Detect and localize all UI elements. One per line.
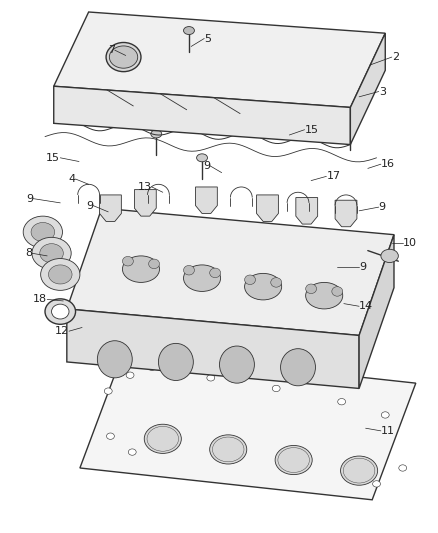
Ellipse shape <box>183 27 194 35</box>
Ellipse shape <box>305 284 316 294</box>
Text: 18: 18 <box>33 294 47 304</box>
Text: 9: 9 <box>358 262 365 271</box>
Ellipse shape <box>23 216 62 248</box>
Ellipse shape <box>150 130 161 138</box>
Text: 7: 7 <box>107 45 115 55</box>
Text: 15: 15 <box>46 153 60 163</box>
Ellipse shape <box>196 154 207 162</box>
Text: 9: 9 <box>86 200 93 211</box>
Ellipse shape <box>144 424 181 454</box>
Text: 15: 15 <box>304 125 318 135</box>
Text: 8: 8 <box>25 248 32 259</box>
Ellipse shape <box>45 299 75 324</box>
Ellipse shape <box>109 46 138 68</box>
Ellipse shape <box>158 343 193 381</box>
Ellipse shape <box>244 273 281 300</box>
Ellipse shape <box>398 465 406 471</box>
Ellipse shape <box>122 256 159 282</box>
Polygon shape <box>53 12 385 108</box>
Ellipse shape <box>97 341 132 378</box>
Ellipse shape <box>122 256 133 266</box>
Text: 16: 16 <box>380 159 394 169</box>
Ellipse shape <box>48 265 72 284</box>
Ellipse shape <box>183 265 194 275</box>
Text: 10: 10 <box>402 238 416 248</box>
Text: 13: 13 <box>138 182 152 192</box>
Ellipse shape <box>126 372 134 378</box>
Text: 9: 9 <box>26 193 33 204</box>
Polygon shape <box>256 195 278 221</box>
Polygon shape <box>350 33 385 144</box>
Ellipse shape <box>148 259 159 269</box>
Ellipse shape <box>32 237 71 269</box>
Ellipse shape <box>41 259 80 290</box>
Polygon shape <box>134 190 156 216</box>
Ellipse shape <box>40 244 63 263</box>
Text: 12: 12 <box>55 326 69 336</box>
Ellipse shape <box>270 278 281 287</box>
Ellipse shape <box>209 435 246 464</box>
Polygon shape <box>295 198 317 224</box>
Text: 9: 9 <box>378 202 385 212</box>
Ellipse shape <box>275 446 311 474</box>
Ellipse shape <box>372 481 380 487</box>
Polygon shape <box>53 86 350 144</box>
Text: 14: 14 <box>358 301 372 311</box>
Ellipse shape <box>104 388 112 394</box>
Ellipse shape <box>219 346 254 383</box>
Ellipse shape <box>209 268 220 278</box>
Text: 4: 4 <box>68 174 75 184</box>
Ellipse shape <box>128 449 136 455</box>
Polygon shape <box>195 187 217 214</box>
Polygon shape <box>99 195 121 221</box>
Ellipse shape <box>309 114 320 122</box>
Ellipse shape <box>380 249 397 263</box>
Ellipse shape <box>106 43 141 71</box>
Ellipse shape <box>183 265 220 292</box>
Ellipse shape <box>337 399 345 405</box>
Ellipse shape <box>381 412 389 418</box>
Text: 11: 11 <box>380 426 394 436</box>
Polygon shape <box>358 235 393 389</box>
Ellipse shape <box>340 456 377 485</box>
Ellipse shape <box>344 125 355 133</box>
Polygon shape <box>334 200 356 227</box>
Polygon shape <box>67 208 393 335</box>
Ellipse shape <box>206 375 214 381</box>
Ellipse shape <box>31 222 54 241</box>
Ellipse shape <box>244 275 255 285</box>
Text: 17: 17 <box>325 172 340 181</box>
Ellipse shape <box>305 282 342 309</box>
Text: 3: 3 <box>378 86 385 96</box>
Polygon shape <box>80 351 415 500</box>
Text: 2: 2 <box>391 52 398 62</box>
Ellipse shape <box>280 349 315 386</box>
Text: 5: 5 <box>204 34 211 44</box>
Ellipse shape <box>106 433 114 439</box>
Ellipse shape <box>51 304 69 319</box>
Ellipse shape <box>272 385 279 392</box>
Ellipse shape <box>148 364 155 370</box>
Polygon shape <box>67 309 358 389</box>
Text: 9: 9 <box>202 161 209 171</box>
Ellipse shape <box>331 287 342 296</box>
